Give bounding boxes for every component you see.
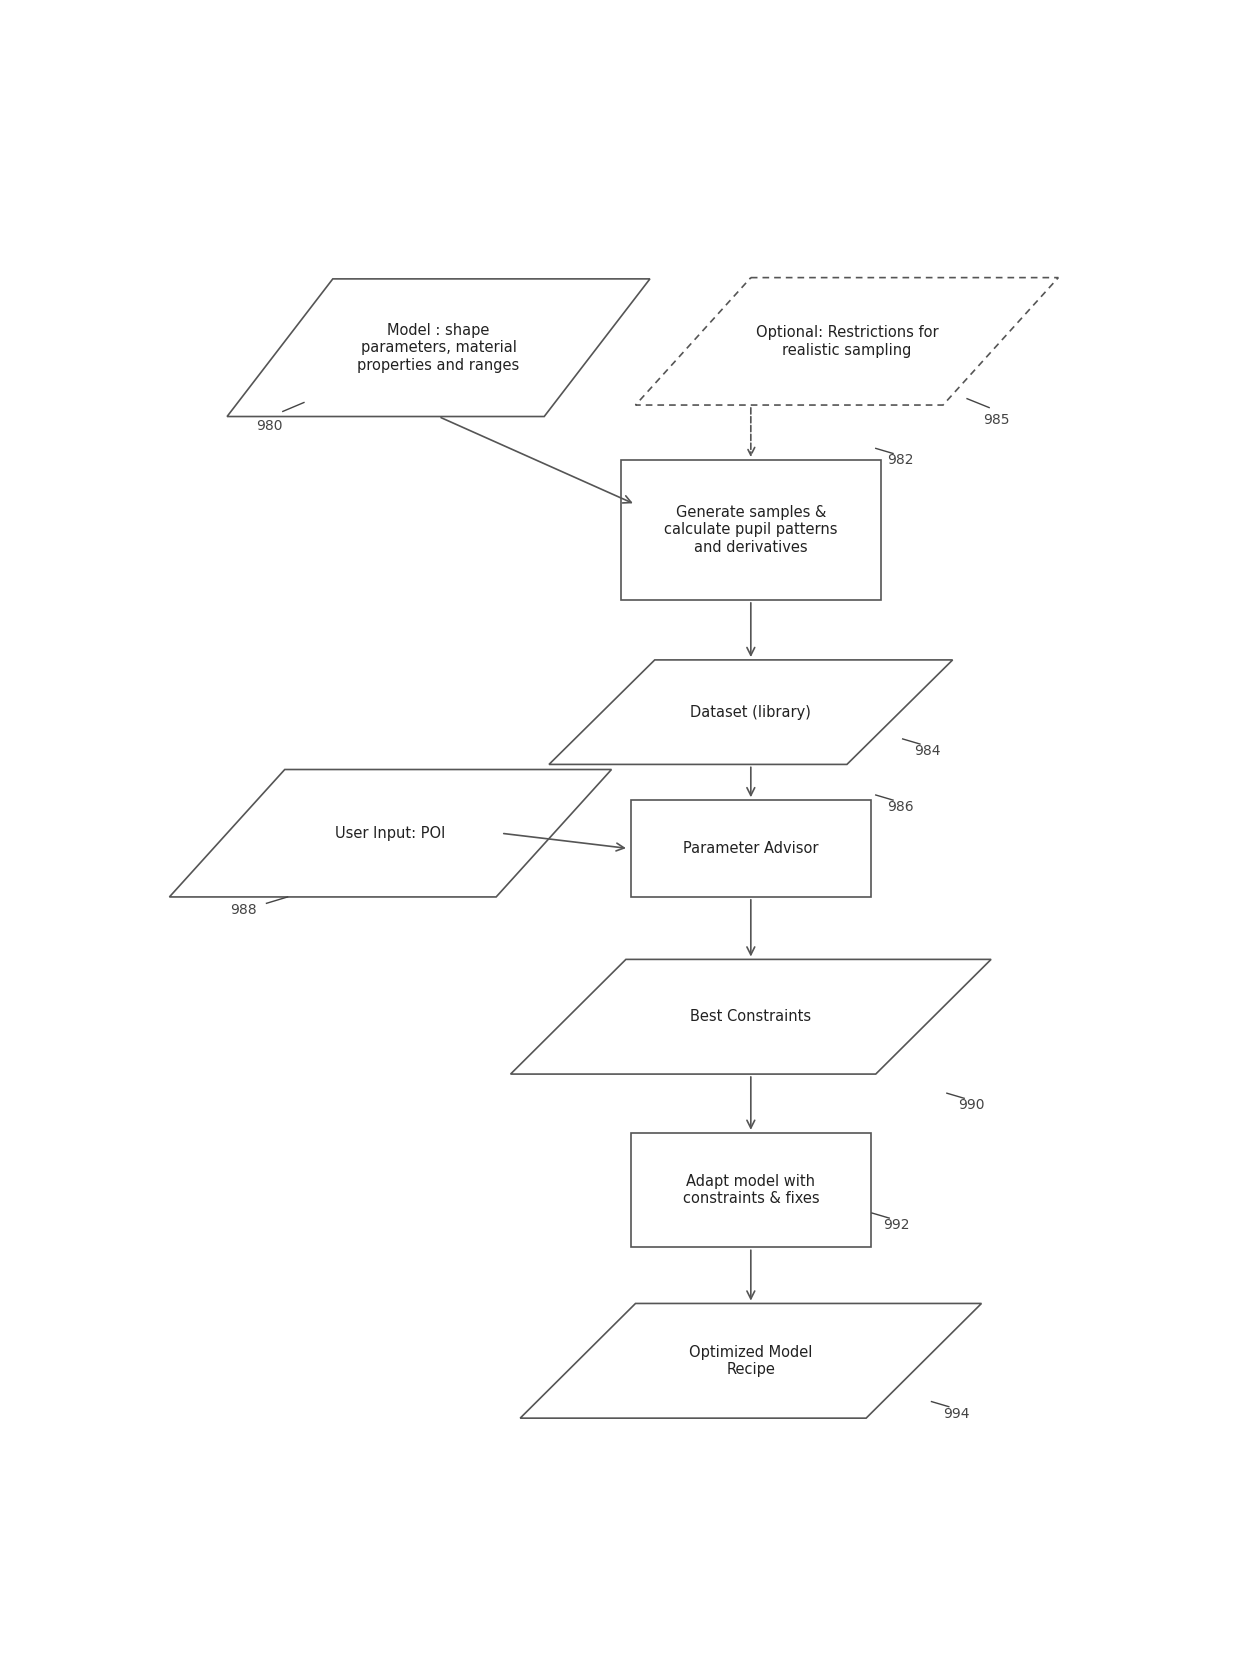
Text: 984: 984: [914, 745, 941, 758]
Text: Generate samples &
calculate pupil patterns
and derivatives: Generate samples & calculate pupil patte…: [665, 505, 837, 554]
Text: 986: 986: [888, 799, 914, 814]
Text: 982: 982: [888, 453, 914, 467]
Bar: [631, 1132, 870, 1248]
Bar: [621, 460, 880, 601]
Text: Parameter Advisor: Parameter Advisor: [683, 841, 818, 856]
Polygon shape: [170, 770, 611, 897]
Text: User Input: POI: User Input: POI: [335, 826, 445, 841]
Text: Dataset (library): Dataset (library): [691, 705, 811, 720]
Text: Optional: Restrictions for
realistic sampling: Optional: Restrictions for realistic sam…: [755, 324, 939, 357]
Text: 990: 990: [959, 1099, 985, 1112]
Text: 992: 992: [883, 1218, 910, 1231]
Polygon shape: [521, 1304, 982, 1418]
Text: 994: 994: [942, 1407, 970, 1420]
Text: Best Constraints: Best Constraints: [691, 1010, 811, 1024]
Text: 980: 980: [255, 419, 283, 434]
Polygon shape: [227, 280, 650, 417]
Polygon shape: [549, 660, 952, 765]
Text: Optimized Model
Recipe: Optimized Model Recipe: [689, 1344, 812, 1377]
Text: Adapt model with
constraints & fixes: Adapt model with constraints & fixes: [682, 1173, 820, 1206]
Polygon shape: [635, 278, 1058, 405]
Text: 985: 985: [983, 412, 1009, 427]
Text: Model : shape
parameters, material
properties and ranges: Model : shape parameters, material prope…: [357, 323, 520, 372]
Polygon shape: [511, 960, 991, 1074]
Text: 988: 988: [229, 904, 257, 917]
Bar: [631, 799, 870, 897]
